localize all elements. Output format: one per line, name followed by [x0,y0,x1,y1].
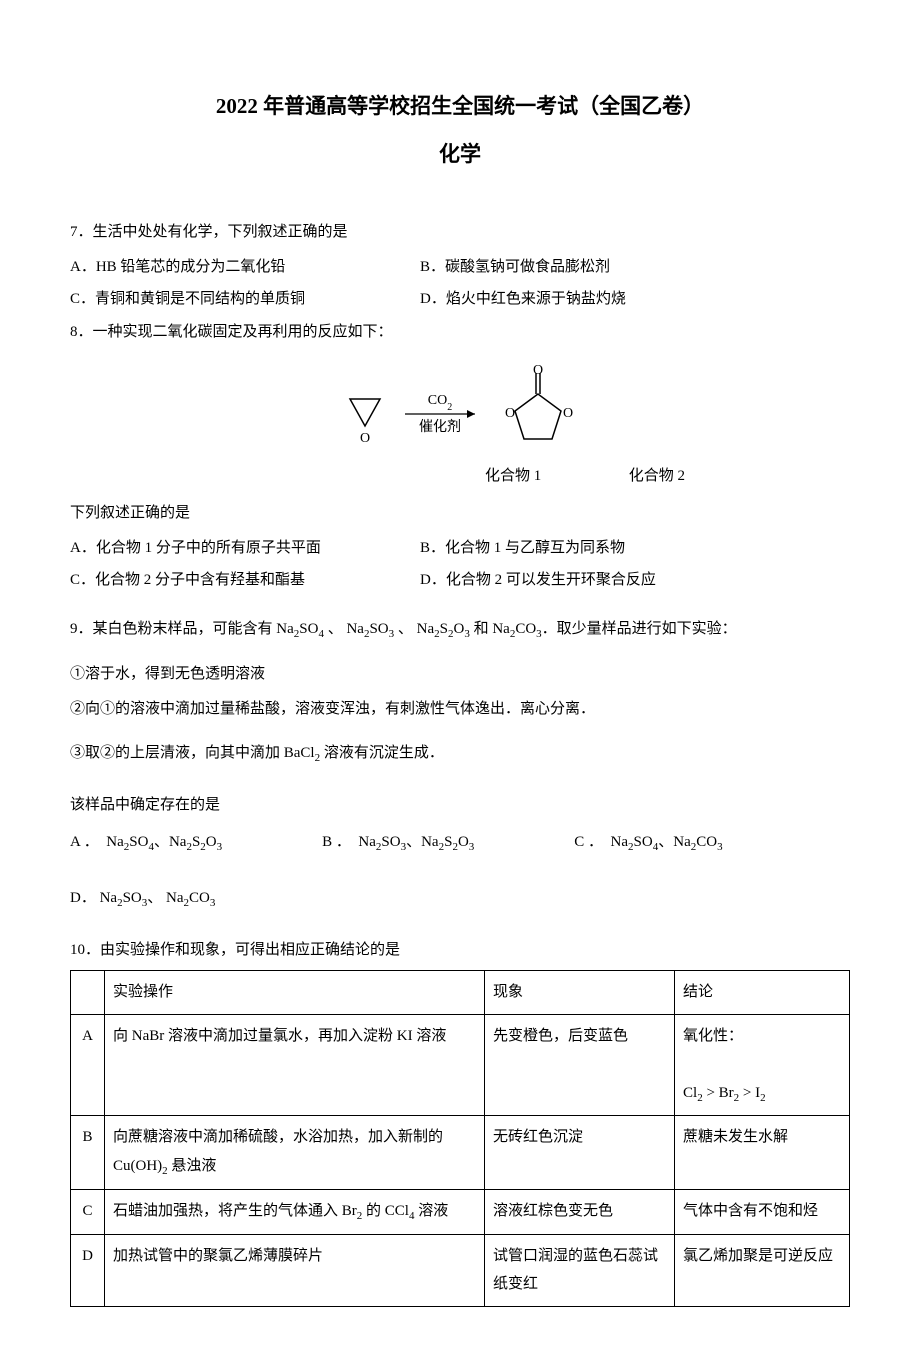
q9-optC: C ． Na2SO4、Na2CO3 [574,828,722,858]
table-row: B 向蔗糖溶液中滴加稀硫酸，水浴加热，加入新制的Cu(OH)2 悬浊液 无砖红色… [71,1116,850,1189]
title-sub: 化学 [70,138,850,168]
q8-optA: A．化合物 1 分子中的所有原子共平面 [70,534,420,563]
q9-optD: D． Na2SO3、 Na2CO3 [70,884,850,914]
q9-options-row: A ． Na2SO4、Na2S2O3 B ． Na2SO3、Na2S2O3 C … [70,828,850,858]
q9-concl: 该样品中确定存在的是 [70,791,850,820]
q7-optB: B．碳酸氢钠可做食品膨松剂 [420,253,850,282]
table-row: D 加热试管中的聚氯乙烯薄膜碎片 试管口润湿的蓝色石蕊试纸变红 氯乙烯加聚是可逆… [71,1234,850,1306]
table-row: A 向 NaBr 溶液中滴加过量氯水，再加入淀粉 KI 溶液 先变橙色，后变蓝色… [71,1014,850,1116]
q8-row2: C．化合物 2 分子中含有羟基和酯基 D．化合物 2 可以发生开环聚合反应 [70,566,850,595]
title-main: 2022 年普通高等学校招生全国统一考试（全国乙卷） [70,90,850,120]
q9-line3: ③取②的上层清液，向其中滴加 BaCl2 溶液有沉淀生成． [70,739,850,769]
q9-optB: B ． Na2SO3、Na2S2O3 [322,828,474,858]
th-op: 实验操作 [105,971,485,1015]
rowC-op-mid: 的 [362,1203,385,1219]
q9-line3-suffix: 溶液有沉淀生成． [320,745,444,761]
rowA-op: 向 NaBr 溶液中滴加过量氯水，再加入淀粉 KI 溶液 [105,1014,485,1116]
q7-optC: C．青铜和黄铜是不同结构的单质铜 [70,285,420,314]
q9-optB-label: B ． [322,834,351,850]
q9-stem-suffix: ．取少量样品进行如下实验： [542,621,737,637]
q8-stem: 8．一种实现二氧化碳固定及再利用的反应如下： [70,318,850,347]
rowA-concl: 氧化性：Cl2 > Br2 > I2 [675,1014,850,1116]
q7-optA: A．HB 铅笔芯的成分为二氧化铅 [70,253,420,282]
th-idx [71,971,105,1015]
rowC-op: 石蜡油加强热，将产生的气体通入 Br2 的 CCl4 溶液 [105,1189,485,1234]
q9-stem-prefix: 9．某白色粉末样品，可能含有 [70,621,276,637]
svg-text:O: O [533,364,543,378]
q8-row1: A．化合物 1 分子中的所有原子共平面 B．化合物 1 与乙醇互为同系物 [70,534,850,563]
q9-optA: A ． Na2SO4、Na2S2O3 [70,828,222,858]
q9-optD-label: D． [70,890,96,906]
q9-stem: 9．某白色粉末样品，可能含有 Na2SO4 、 Na2SO3 、 Na2S2O3… [70,615,850,645]
q7-row1: A．HB 铅笔芯的成分为二氧化铅 B．碳酸氢钠可做食品膨松剂 [70,253,850,282]
th-ph: 现象 [485,971,675,1015]
rowC-concl: 气体中含有不饱和烃 [675,1189,850,1234]
rowA-ph: 先变橙色，后变蓝色 [485,1014,675,1116]
q9-line1: ①溶于水，得到无色透明溶液 [70,660,850,689]
rowB-op-prefix: 向蔗糖溶液中滴加稀硫酸，水浴加热，加入新制的 [113,1129,443,1145]
rowC-ph: 溶液红棕色变无色 [485,1189,675,1234]
rowD-op: 加热试管中的聚氯乙烯薄膜碎片 [105,1234,485,1306]
compound2-label: 化合物 2 [602,464,712,485]
q7-optD: D．焰火中红色来源于钠盐灼烧 [420,285,850,314]
rowC-idx: C [71,1189,105,1234]
rowB-concl: 蔗糖未发生水解 [675,1116,850,1189]
th-concl: 结论 [675,971,850,1015]
compound1-label: 化合物 1 [458,464,568,485]
rowB-op: 向蔗糖溶液中滴加稀硫酸，水浴加热，加入新制的Cu(OH)2 悬浊液 [105,1116,485,1189]
table-header-row: 实验操作 现象 结论 [71,971,850,1015]
q9-optA-label: A ． [70,834,99,850]
svg-text:O: O [360,431,370,446]
rowD-ph: 试管口润湿的蓝色石蕊试纸变红 [485,1234,675,1306]
rowD-concl: 氯乙烯加聚是可逆反应 [675,1234,850,1306]
q9-line3-prefix: ③取②的上层清液，向其中滴加 [70,745,284,761]
q10-stem: 10．由实验操作和现象，可得出相应正确结论的是 [70,936,850,965]
q8-optD: D．化合物 2 可以发生开环聚合反应 [420,566,850,595]
q8-optC: C．化合物 2 分子中含有羟基和酯基 [70,566,420,595]
reaction-svg: O CO2 催化剂 O O O [320,364,600,454]
rowB-idx: B [71,1116,105,1189]
svg-text:催化剂: 催化剂 [419,419,461,435]
table-row: C 石蜡油加强热，将产生的气体通入 Br2 的 CCl4 溶液 溶液红棕色变无色… [71,1189,850,1234]
svg-text:O: O [563,406,573,421]
q8-optB: B．化合物 1 与乙醇互为同系物 [420,534,850,563]
diagram-labels: 化合物 1 化合物 2 [70,464,850,485]
svg-text:CO2: CO2 [428,393,452,413]
rowA-idx: A [71,1014,105,1116]
rowB-ph: 无砖红色沉淀 [485,1116,675,1189]
q9-optC-label: C ． [574,834,603,850]
rowD-idx: D [71,1234,105,1306]
reaction-diagram: O CO2 催化剂 O O O [70,364,850,454]
rowB-op-suffix: 悬浊液 [168,1158,217,1174]
svg-text:O: O [505,406,515,421]
rowC-op-suffix: 溶液 [414,1203,448,1219]
rowC-op-prefix: 石蜡油加强热，将产生的气体通入 [113,1203,342,1219]
q7-stem: 7．生活中处处有化学，下列叙述正确的是 [70,218,850,247]
experiment-table: 实验操作 现象 结论 A 向 NaBr 溶液中滴加过量氯水，再加入淀粉 KI 溶… [70,970,850,1307]
q9-line2: ②向①的溶液中滴加过量稀盐酸，溶液变浑浊，有刺激性气体逸出．离心分离． [70,695,850,724]
q8-after: 下列叙述正确的是 [70,499,850,528]
q7-row2: C．青铜和黄铜是不同结构的单质铜 D．焰火中红色来源于钠盐灼烧 [70,285,850,314]
rowA-concl-prefix: 氧化性： [683,1028,743,1044]
